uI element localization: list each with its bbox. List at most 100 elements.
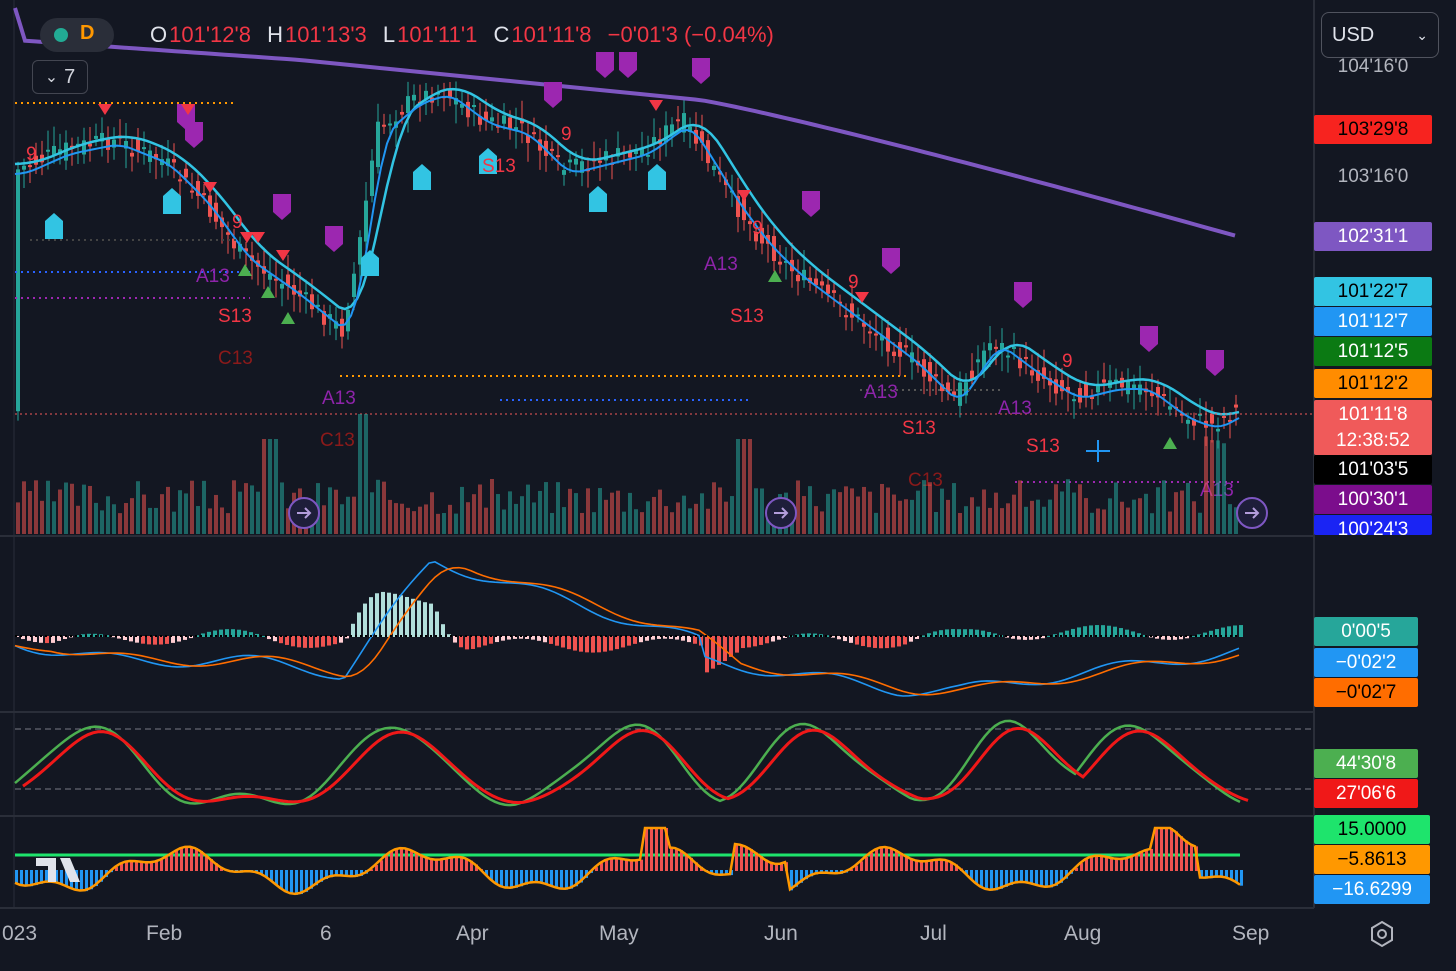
volume-bar — [178, 490, 182, 534]
macd-histogram-bar — [741, 636, 745, 649]
candle-body — [16, 169, 20, 412]
osc-histogram-bar — [135, 861, 138, 871]
macd-histogram-bar — [597, 636, 601, 653]
market-status-chip[interactable]: D — [40, 18, 114, 52]
macd-histogram-bar — [375, 593, 379, 637]
volume-bar — [802, 496, 806, 534]
currency-select[interactable]: USD ⌄ — [1321, 12, 1439, 58]
candle-body — [334, 321, 338, 329]
osc-histogram-bar — [15, 870, 18, 884]
osc-histogram-bar — [1115, 858, 1118, 871]
macd-histogram-bar — [801, 633, 805, 637]
macd-histogram-bar — [1047, 635, 1051, 637]
macd-histogram-bar — [1113, 626, 1117, 637]
signal-flag-marker — [1206, 350, 1224, 376]
candle-body — [1132, 384, 1136, 390]
candle-body — [1192, 419, 1196, 426]
indicators-collapse-button[interactable]: ⌄ 7 — [32, 60, 88, 94]
volume-bar — [1030, 500, 1034, 534]
osc-histogram-bar — [385, 855, 388, 871]
volume-bar — [46, 480, 50, 534]
macd-histogram-bar — [975, 629, 979, 637]
volume-bar — [610, 492, 614, 534]
volume-bar — [844, 486, 848, 534]
signal-flag-marker — [479, 148, 497, 174]
candle-body — [226, 232, 230, 235]
volume-bar — [430, 492, 434, 534]
volume-bar — [934, 511, 938, 534]
macd-histogram-bar — [645, 636, 649, 641]
volume-bar — [202, 480, 206, 534]
osc-histogram-bar — [85, 870, 88, 892]
buy-triangle-marker — [261, 286, 275, 298]
macd-histogram-bar — [417, 600, 421, 637]
volume-bar — [184, 493, 188, 534]
volume-bar — [328, 487, 332, 534]
volume-bar — [442, 513, 446, 534]
macd-histogram-bar — [915, 636, 919, 639]
osc-histogram-bar — [1020, 870, 1023, 883]
macd-histogram-bar — [411, 598, 415, 637]
candle-body — [178, 179, 182, 182]
volume-bar — [916, 490, 920, 534]
macd-histogram-bar — [303, 636, 307, 648]
volume-bar — [40, 500, 44, 534]
volume-bar — [130, 498, 134, 534]
macd-histogram-bar — [1239, 625, 1243, 637]
macd-histogram-bar — [207, 631, 211, 637]
volume-bar — [502, 509, 506, 534]
candle-body — [640, 148, 644, 156]
macd-histogram-bar — [153, 636, 157, 645]
buy-triangle-marker — [281, 312, 295, 324]
osc-histogram-bar — [1230, 870, 1233, 880]
macd-histogram-bar — [231, 629, 235, 637]
candle-body — [364, 200, 368, 242]
volume-bar — [454, 513, 458, 534]
osc-histogram-bar — [390, 851, 393, 871]
volume-bar — [82, 484, 86, 534]
macd-histogram-bar — [705, 636, 709, 673]
osc-histogram-bar — [1055, 870, 1058, 886]
osc-histogram-bar — [455, 856, 458, 871]
volume-bar — [190, 480, 194, 534]
osc-histogram-bar — [970, 870, 973, 880]
macd-histogram-bar — [837, 636, 841, 640]
macd-histogram-bar — [243, 630, 247, 637]
osc-histogram-bar — [270, 870, 273, 881]
macd-histogram-bar — [963, 629, 967, 637]
settings-gear-icon[interactable] — [1368, 920, 1396, 948]
osc-histogram-bar — [40, 870, 43, 884]
macd-histogram-bar — [1107, 625, 1111, 637]
osc-histogram-bar — [920, 861, 923, 871]
volume-bar — [658, 489, 662, 534]
macd-histogram-bar — [327, 636, 331, 646]
long-moving-average-line — [13, 7, 1236, 238]
macd-histogram-bar — [39, 636, 43, 643]
candle-body — [508, 117, 512, 130]
osc-histogram-bar — [600, 863, 603, 871]
volume-bar — [1216, 440, 1220, 534]
volume-bar — [544, 482, 548, 534]
macd-histogram-bar — [363, 603, 367, 637]
osc-line — [14, 826, 1241, 896]
osc-histogram-bar — [1210, 870, 1213, 879]
volume-bar — [850, 488, 854, 534]
osc-axis-tag: 15.0000 — [1314, 815, 1430, 844]
volume-bar — [370, 492, 374, 534]
open-key: O — [150, 22, 168, 47]
macd-axis-tag: −0'02'7 — [1314, 678, 1418, 707]
macd-histogram-bar — [591, 636, 595, 653]
osc-histogram-bar — [420, 854, 423, 871]
annotation-label: A13 — [998, 398, 1032, 419]
volume-bar — [1138, 498, 1142, 534]
volume-bar — [274, 439, 278, 534]
candle-body — [928, 362, 932, 382]
osc-histogram-bar — [575, 870, 578, 887]
volume-bar — [1156, 487, 1160, 534]
volume-bar — [718, 487, 722, 534]
volume-bar — [622, 511, 626, 534]
osc-histogram-bar — [1160, 828, 1163, 871]
osc-histogram-bar — [605, 860, 608, 871]
sell-triangle-marker — [649, 100, 663, 111]
